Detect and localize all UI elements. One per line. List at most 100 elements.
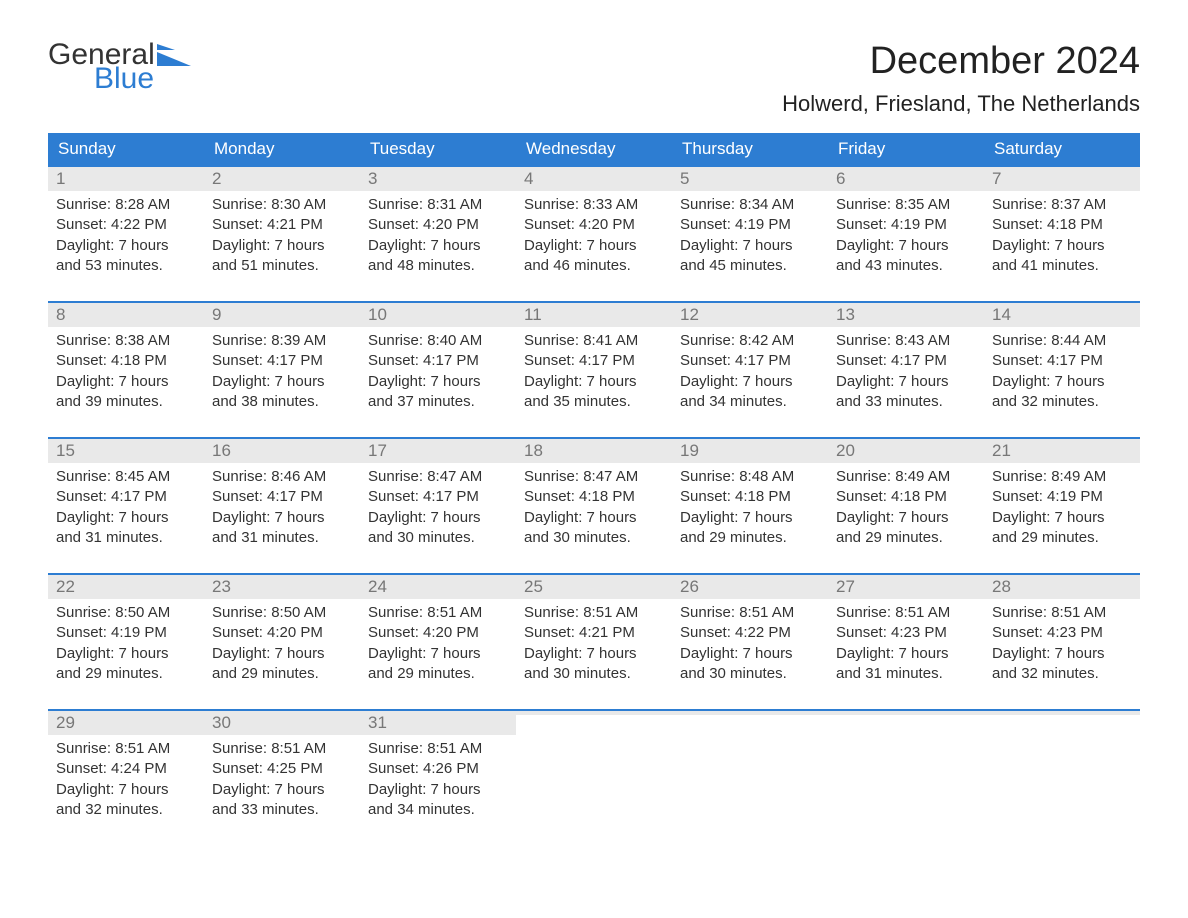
daylight-line-2: and 32 minutes. xyxy=(992,664,1132,684)
location-subtitle: Holwerd, Friesland, The Netherlands xyxy=(782,91,1140,117)
day-body: Sunrise: 8:40 AMSunset: 4:17 PMDaylight:… xyxy=(360,327,516,416)
calendar-day xyxy=(516,711,672,831)
daylight-line-2: and 29 minutes. xyxy=(992,528,1132,548)
day-number: 3 xyxy=(360,167,516,191)
calendar-day: 11Sunrise: 8:41 AMSunset: 4:17 PMDayligh… xyxy=(516,303,672,423)
day-number: 22 xyxy=(48,575,204,599)
calendar-day: 6Sunrise: 8:35 AMSunset: 4:19 PMDaylight… xyxy=(828,167,984,287)
day-body: Sunrise: 8:47 AMSunset: 4:17 PMDaylight:… xyxy=(360,463,516,552)
day-number: 28 xyxy=(984,575,1140,599)
calendar-week: 8Sunrise: 8:38 AMSunset: 4:18 PMDaylight… xyxy=(48,301,1140,423)
day-number: 8 xyxy=(48,303,204,327)
day-body: Sunrise: 8:51 AMSunset: 4:25 PMDaylight:… xyxy=(204,735,360,824)
daylight-line-1: Daylight: 7 hours xyxy=(56,508,196,528)
sunset-line: Sunset: 4:17 PM xyxy=(212,351,352,371)
daylight-line-2: and 45 minutes. xyxy=(680,256,820,276)
calendar-day: 27Sunrise: 8:51 AMSunset: 4:23 PMDayligh… xyxy=(828,575,984,695)
sunrise-line: Sunrise: 8:47 AM xyxy=(524,467,664,487)
calendar-day xyxy=(828,711,984,831)
sunset-line: Sunset: 4:24 PM xyxy=(56,759,196,779)
sunset-line: Sunset: 4:21 PM xyxy=(524,623,664,643)
daylight-line-1: Daylight: 7 hours xyxy=(680,508,820,528)
sunrise-line: Sunrise: 8:43 AM xyxy=(836,331,976,351)
day-number: 1 xyxy=(48,167,204,191)
dow-header-cell: Thursday xyxy=(672,133,828,165)
calendar-day: 9Sunrise: 8:39 AMSunset: 4:17 PMDaylight… xyxy=(204,303,360,423)
sunset-line: Sunset: 4:19 PM xyxy=(992,487,1132,507)
day-body: Sunrise: 8:28 AMSunset: 4:22 PMDaylight:… xyxy=(48,191,204,280)
sunset-line: Sunset: 4:21 PM xyxy=(212,215,352,235)
daylight-line-2: and 30 minutes. xyxy=(680,664,820,684)
day-body: Sunrise: 8:30 AMSunset: 4:21 PMDaylight:… xyxy=(204,191,360,280)
day-number: 12 xyxy=(672,303,828,327)
calendar-day: 31Sunrise: 8:51 AMSunset: 4:26 PMDayligh… xyxy=(360,711,516,831)
sunset-line: Sunset: 4:20 PM xyxy=(368,215,508,235)
brand-flag-icon xyxy=(157,44,191,66)
calendar-day: 12Sunrise: 8:42 AMSunset: 4:17 PMDayligh… xyxy=(672,303,828,423)
sunrise-line: Sunrise: 8:28 AM xyxy=(56,195,196,215)
day-number: 21 xyxy=(984,439,1140,463)
day-body: Sunrise: 8:39 AMSunset: 4:17 PMDaylight:… xyxy=(204,327,360,416)
sunrise-line: Sunrise: 8:40 AM xyxy=(368,331,508,351)
day-number xyxy=(672,711,828,715)
day-number: 6 xyxy=(828,167,984,191)
sunrise-line: Sunrise: 8:50 AM xyxy=(56,603,196,623)
day-number xyxy=(516,711,672,715)
sunrise-line: Sunrise: 8:34 AM xyxy=(680,195,820,215)
daylight-line-1: Daylight: 7 hours xyxy=(524,644,664,664)
sunrise-line: Sunrise: 8:30 AM xyxy=(212,195,352,215)
day-number: 5 xyxy=(672,167,828,191)
calendar-day: 24Sunrise: 8:51 AMSunset: 4:20 PMDayligh… xyxy=(360,575,516,695)
daylight-line-1: Daylight: 7 hours xyxy=(992,508,1132,528)
sunset-line: Sunset: 4:25 PM xyxy=(212,759,352,779)
calendar-day: 28Sunrise: 8:51 AMSunset: 4:23 PMDayligh… xyxy=(984,575,1140,695)
day-number: 24 xyxy=(360,575,516,599)
sunset-line: Sunset: 4:17 PM xyxy=(836,351,976,371)
day-number: 17 xyxy=(360,439,516,463)
sunrise-line: Sunrise: 8:49 AM xyxy=(992,467,1132,487)
calendar-week: 22Sunrise: 8:50 AMSunset: 4:19 PMDayligh… xyxy=(48,573,1140,695)
daylight-line-2: and 39 minutes. xyxy=(56,392,196,412)
sunrise-line: Sunrise: 8:48 AM xyxy=(680,467,820,487)
day-body: Sunrise: 8:31 AMSunset: 4:20 PMDaylight:… xyxy=(360,191,516,280)
sunset-line: Sunset: 4:18 PM xyxy=(680,487,820,507)
calendar-day: 8Sunrise: 8:38 AMSunset: 4:18 PMDaylight… xyxy=(48,303,204,423)
sunset-line: Sunset: 4:22 PM xyxy=(680,623,820,643)
calendar-week: 1Sunrise: 8:28 AMSunset: 4:22 PMDaylight… xyxy=(48,165,1140,287)
sunrise-line: Sunrise: 8:35 AM xyxy=(836,195,976,215)
day-body: Sunrise: 8:34 AMSunset: 4:19 PMDaylight:… xyxy=(672,191,828,280)
brand-word2: Blue xyxy=(94,64,191,94)
daylight-line-2: and 31 minutes. xyxy=(56,528,196,548)
day-body: Sunrise: 8:51 AMSunset: 4:21 PMDaylight:… xyxy=(516,599,672,688)
sunrise-line: Sunrise: 8:51 AM xyxy=(836,603,976,623)
sunrise-line: Sunrise: 8:47 AM xyxy=(368,467,508,487)
dow-header-cell: Friday xyxy=(828,133,984,165)
day-number xyxy=(984,711,1140,715)
day-body: Sunrise: 8:50 AMSunset: 4:20 PMDaylight:… xyxy=(204,599,360,688)
daylight-line-1: Daylight: 7 hours xyxy=(212,644,352,664)
sunset-line: Sunset: 4:26 PM xyxy=(368,759,508,779)
daylight-line-2: and 35 minutes. xyxy=(524,392,664,412)
page-header: General Blue December 2024 Holwerd, Frie… xyxy=(48,40,1140,117)
sunset-line: Sunset: 4:17 PM xyxy=(680,351,820,371)
day-number: 19 xyxy=(672,439,828,463)
sunrise-line: Sunrise: 8:44 AM xyxy=(992,331,1132,351)
calendar-day: 25Sunrise: 8:51 AMSunset: 4:21 PMDayligh… xyxy=(516,575,672,695)
sunrise-line: Sunrise: 8:51 AM xyxy=(368,603,508,623)
day-number: 14 xyxy=(984,303,1140,327)
calendar-day: 20Sunrise: 8:49 AMSunset: 4:18 PMDayligh… xyxy=(828,439,984,559)
calendar-day: 3Sunrise: 8:31 AMSunset: 4:20 PMDaylight… xyxy=(360,167,516,287)
day-number: 4 xyxy=(516,167,672,191)
calendar: SundayMondayTuesdayWednesdayThursdayFrid… xyxy=(48,133,1140,831)
day-number: 26 xyxy=(672,575,828,599)
day-number: 18 xyxy=(516,439,672,463)
day-body: Sunrise: 8:49 AMSunset: 4:18 PMDaylight:… xyxy=(828,463,984,552)
day-body: Sunrise: 8:51 AMSunset: 4:24 PMDaylight:… xyxy=(48,735,204,824)
sunrise-line: Sunrise: 8:31 AM xyxy=(368,195,508,215)
daylight-line-1: Daylight: 7 hours xyxy=(524,236,664,256)
sunset-line: Sunset: 4:17 PM xyxy=(368,487,508,507)
sunrise-line: Sunrise: 8:39 AM xyxy=(212,331,352,351)
sunrise-line: Sunrise: 8:49 AM xyxy=(836,467,976,487)
calendar-day: 30Sunrise: 8:51 AMSunset: 4:25 PMDayligh… xyxy=(204,711,360,831)
sunrise-line: Sunrise: 8:46 AM xyxy=(212,467,352,487)
